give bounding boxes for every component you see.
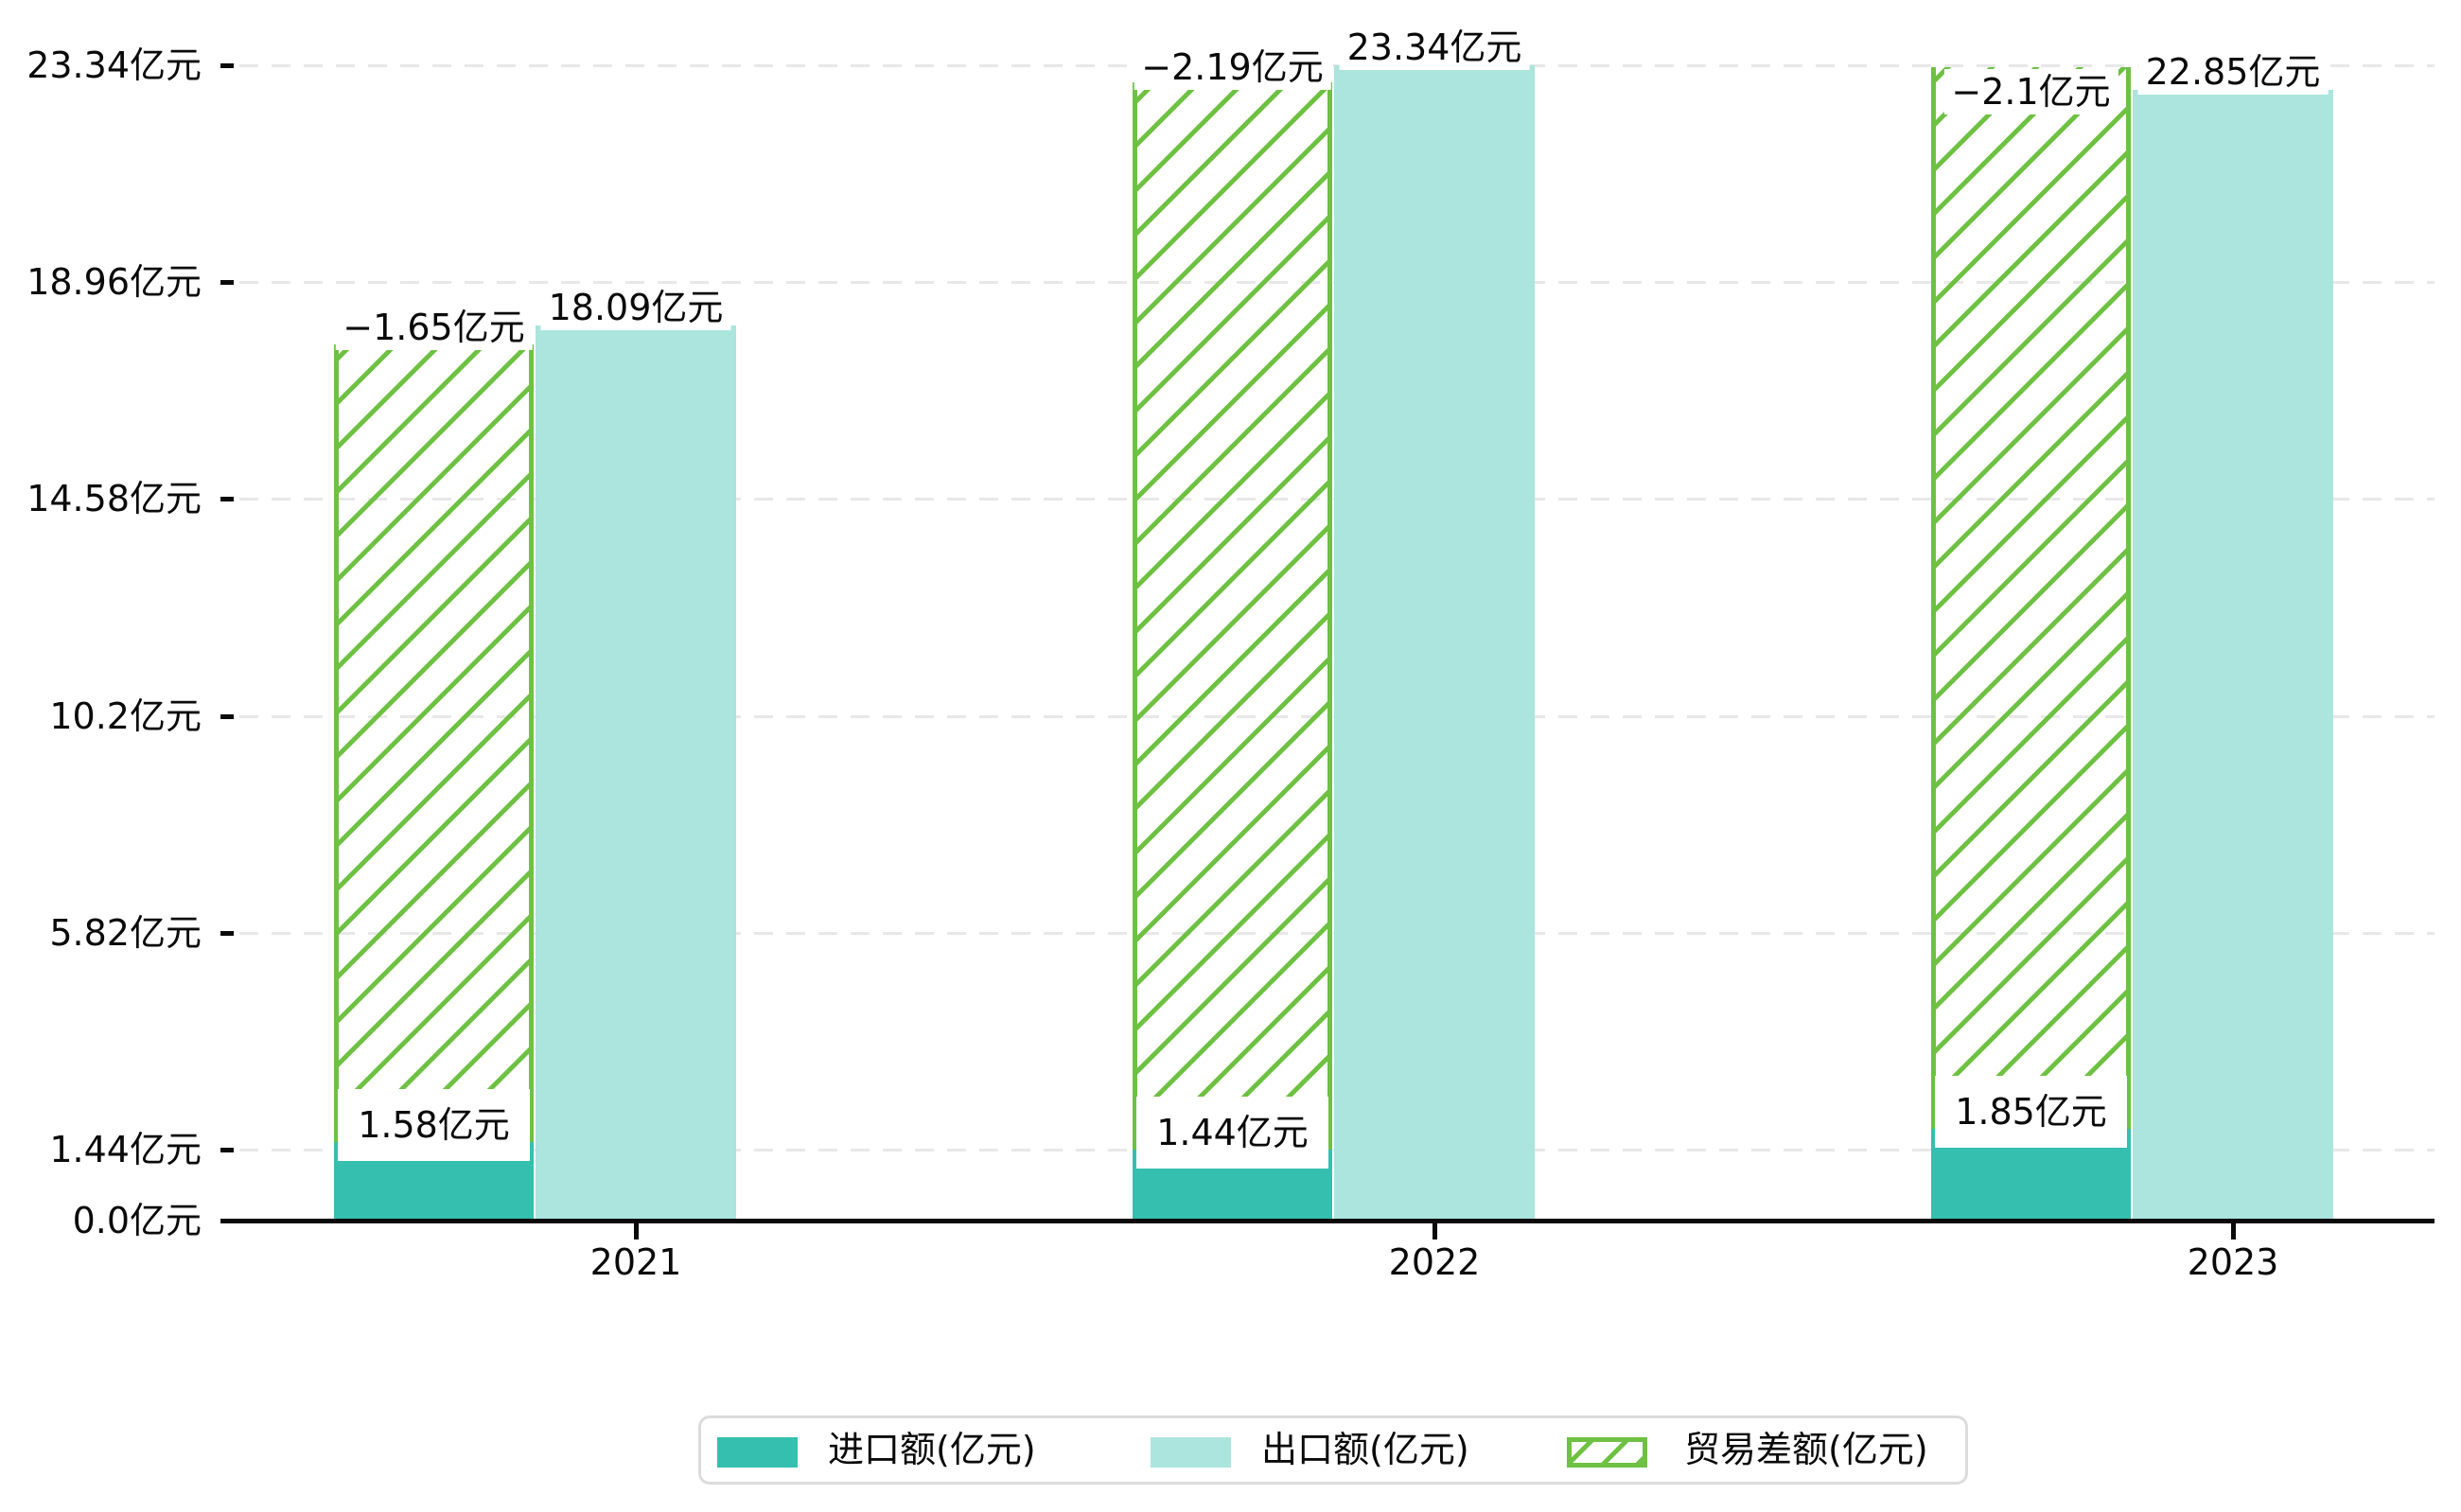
trade-balance-value-label: −1.65亿元 <box>335 304 533 350</box>
x-axis-line <box>220 1219 2435 1223</box>
y-axis-tick-label: 14.58亿元 <box>26 478 202 520</box>
y-axis-tick-label: 0.0亿元 <box>72 1200 202 1241</box>
x-axis-label: 2023 <box>2187 1241 2279 1283</box>
y-axis-tick-label: 1.44亿元 <box>49 1128 202 1170</box>
legend-label-import: 进口额(亿元) <box>828 1429 1036 1470</box>
export-bar-2022 <box>1334 65 1535 1221</box>
import-value-label: 1.58亿元 <box>338 1089 530 1162</box>
export-bar-2023 <box>2133 89 2333 1221</box>
y-axis-tick-label: 23.34亿元 <box>26 44 202 87</box>
x-axis-tick <box>1433 1223 1437 1239</box>
y-axis-tick <box>220 930 234 936</box>
x-axis-label: 2021 <box>589 1241 682 1283</box>
import-value-label: 1.85亿元 <box>1935 1076 2127 1149</box>
trade-balance-value-label: −2.1亿元 <box>1943 68 2118 114</box>
export-bar-2021 <box>536 325 736 1221</box>
trade-balance-hatched-bar-2021 <box>334 343 534 1143</box>
x-axis-tick <box>2231 1223 2236 1239</box>
import-value-label: 1.44亿元 <box>1136 1096 1328 1169</box>
y-axis-tick <box>220 497 234 502</box>
x-axis-label: 2022 <box>1388 1241 1481 1283</box>
trade-balance-hatched-bar-2022 <box>1133 82 1332 1150</box>
x-axis-tick <box>634 1223 639 1239</box>
y-axis-tick <box>220 713 234 719</box>
legend: 进口额(亿元) 出口额(亿元) 贸易差额(亿元) <box>698 1415 1968 1485</box>
trade-balance-hatch-swatch <box>1567 1437 1647 1468</box>
export-value-label: 22.85亿元 <box>2137 48 2329 95</box>
export-value-label: 18.09亿元 <box>540 284 731 330</box>
y-axis-tick-label: 18.96亿元 <box>26 261 202 304</box>
y-axis-tick <box>220 1147 234 1152</box>
y-axis-tick <box>220 63 234 69</box>
export-value-label: 23.34亿元 <box>1339 25 1530 71</box>
import-color-swatch <box>717 1437 798 1468</box>
legend-label-export: 出口额(亿元) <box>1261 1429 1469 1470</box>
y-axis-tick-label: 10.2亿元 <box>49 694 202 737</box>
trade-balance-value-label: −2.19亿元 <box>1134 44 1331 91</box>
export-color-swatch <box>1151 1437 1231 1468</box>
trade-balance-hatched-bar-2023 <box>1931 66 2131 1130</box>
y-axis-tick-label: 5.82亿元 <box>49 911 202 954</box>
y-axis-tick <box>220 280 234 286</box>
legend-label-trade-balance: 贸易差额(亿元) <box>1684 1429 1928 1470</box>
